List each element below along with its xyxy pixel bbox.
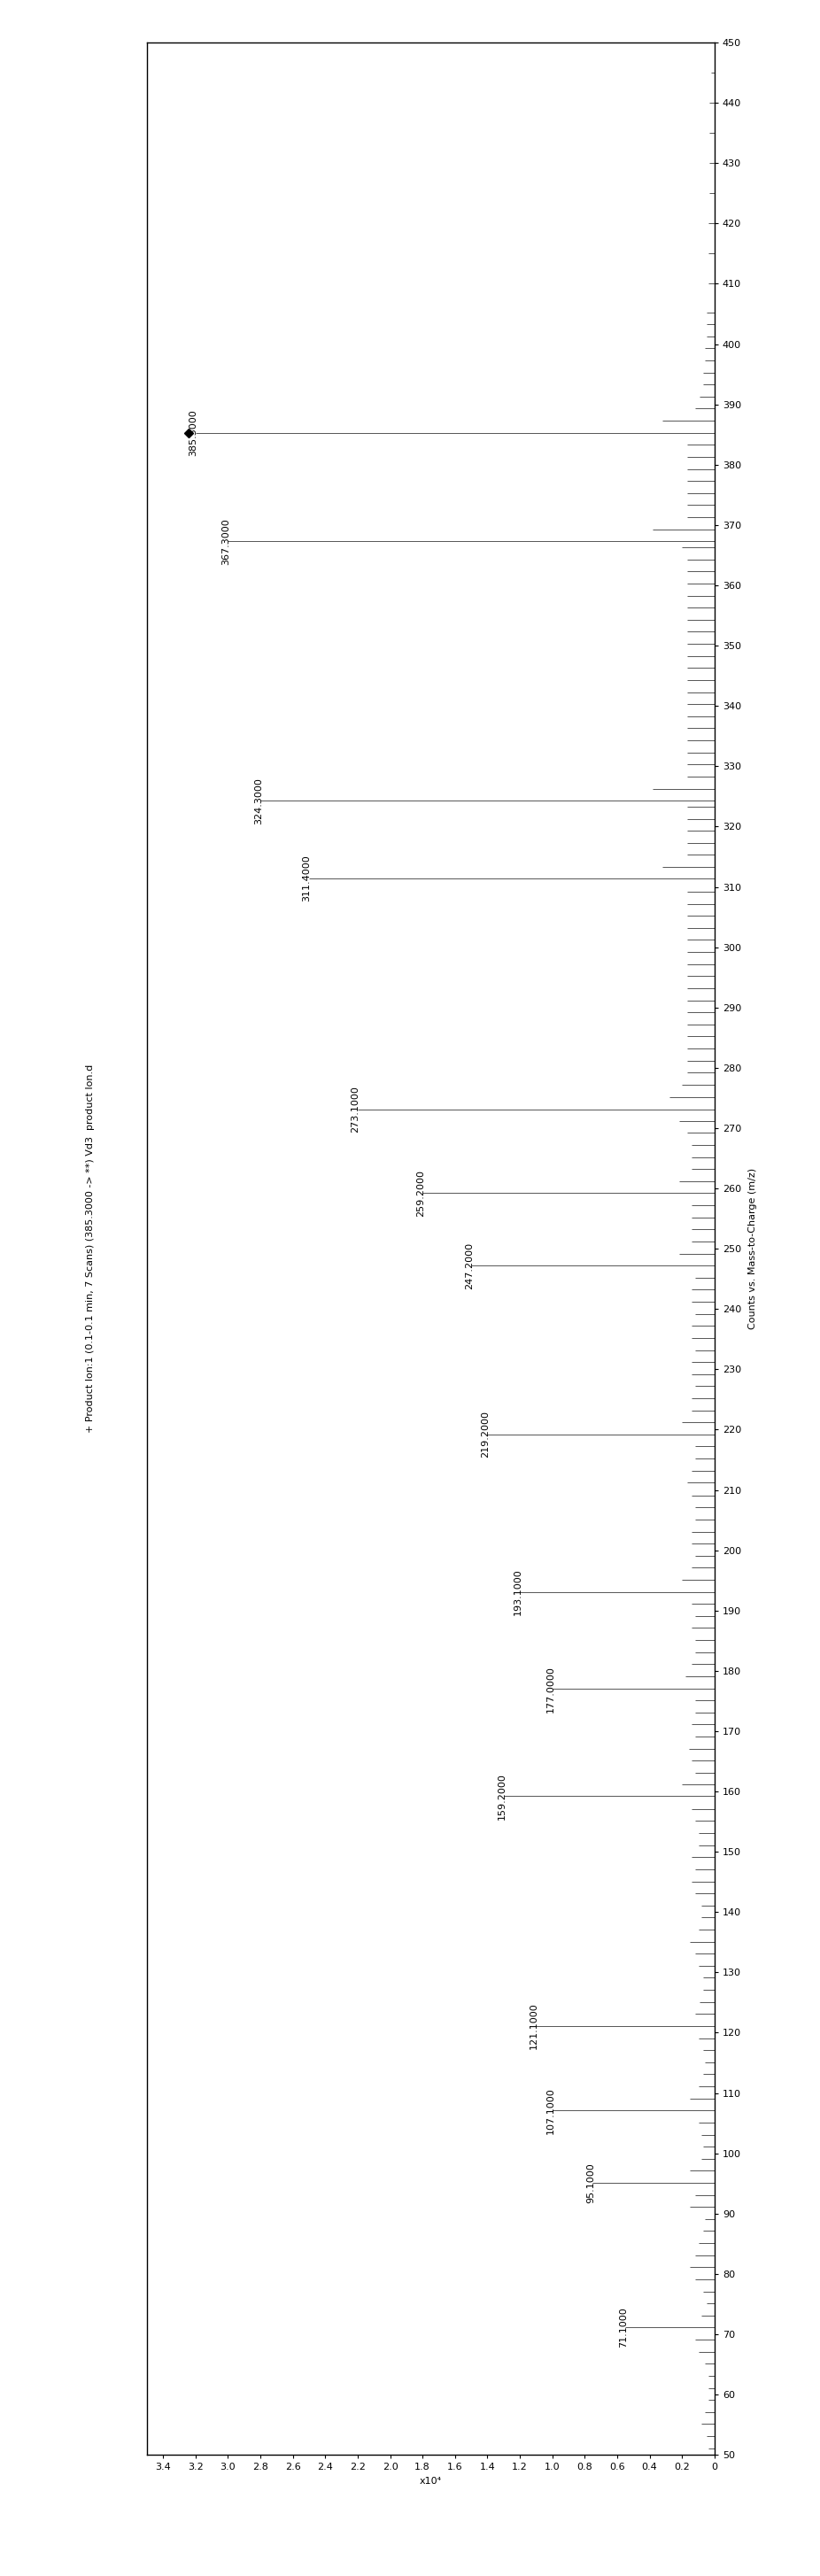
Text: + Product Ion:1 (0.1-0.1 min, 7 Scans) (385.3000 -> **) Vd3  product Ion.d: + Product Ion:1 (0.1-0.1 min, 7 Scans) (… — [85, 1064, 94, 1432]
Text: 159.2000: 159.2000 — [497, 1772, 506, 1819]
Text: 219.2000: 219.2000 — [481, 1412, 490, 1458]
Text: 177.0000: 177.0000 — [546, 1667, 554, 1713]
Text: 71.1000: 71.1000 — [619, 2308, 627, 2347]
Y-axis label: Counts vs. Mass-to-Charge (m/z): Counts vs. Mass-to-Charge (m/z) — [749, 1167, 758, 1329]
Text: 121.1000: 121.1000 — [530, 2002, 539, 2050]
Text: 107.1000: 107.1000 — [546, 2087, 554, 2133]
Text: 311.4000: 311.4000 — [303, 855, 312, 902]
Text: 367.3000: 367.3000 — [221, 518, 230, 564]
Text: 259.2000: 259.2000 — [416, 1170, 425, 1216]
X-axis label: x10⁴: x10⁴ — [420, 2476, 442, 2486]
Text: 193.1000: 193.1000 — [513, 1569, 522, 1615]
Text: 385.3000: 385.3000 — [189, 410, 198, 456]
Text: 247.2000: 247.2000 — [465, 1242, 474, 1288]
Text: 273.1000: 273.1000 — [351, 1087, 360, 1133]
Text: 95.1000: 95.1000 — [586, 2164, 595, 2202]
Text: 324.3000: 324.3000 — [254, 778, 262, 824]
